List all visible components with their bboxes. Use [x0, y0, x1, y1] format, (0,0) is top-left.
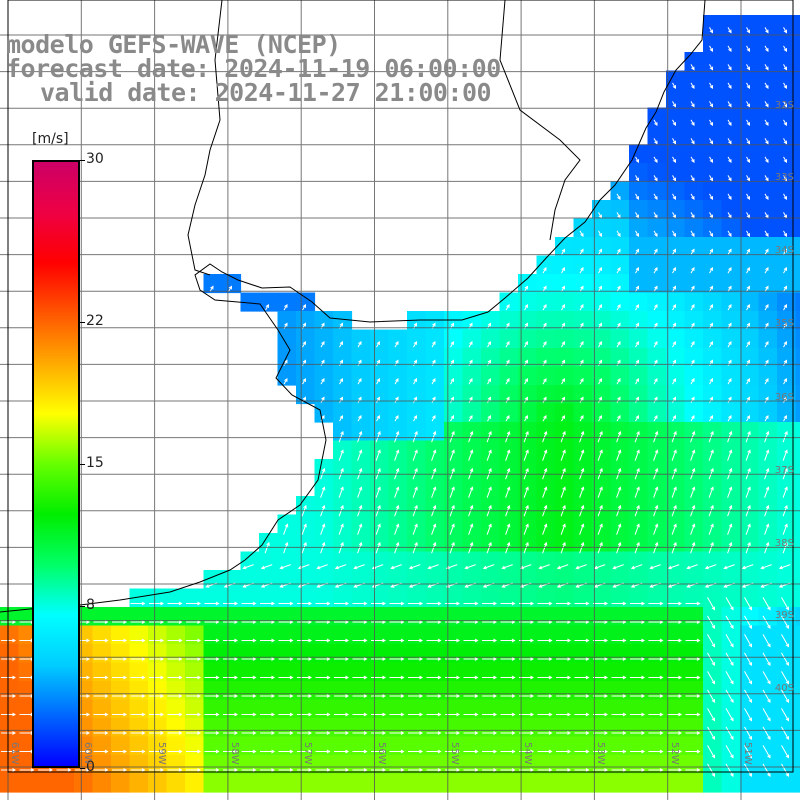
model-title: modelo GEFS-WAVE (NCEP) — [6, 30, 341, 59]
colorbar-tick-mark — [80, 605, 85, 607]
longitude-label: 57W — [302, 742, 314, 765]
latitude-label: 38S — [774, 538, 794, 549]
border-line — [499, 0, 581, 241]
coastline — [0, 0, 706, 613]
colorbar-tick-label: 0 — [86, 759, 95, 775]
valid-date: valid date: 2024-11-27 21:00:00 — [40, 78, 492, 107]
forecast-date: forecast date: 2024-11-19 06:00:00 — [6, 54, 501, 83]
colorbar-unit: [m/s] — [32, 131, 69, 147]
longitude-label: 59W — [155, 742, 167, 765]
map-frame — [7, 0, 794, 773]
latitude-label: 34S — [774, 245, 794, 256]
longitude-label: 54W — [522, 742, 534, 765]
latitude-label: 32S — [774, 100, 794, 111]
colorbar-tick-mark — [80, 768, 85, 769]
longitude-label: 53W — [595, 742, 607, 765]
colorbar-tick-mark — [80, 464, 85, 465]
colorbar-tick-mark — [80, 322, 85, 324]
colorbar-tick-label: 15 — [86, 455, 104, 471]
colorbar — [32, 160, 80, 768]
colorbar-tick-label: 22 — [86, 313, 104, 330]
colorbar-tick-mark — [80, 160, 85, 161]
latitude-label: 40S — [774, 683, 794, 694]
latitude-label: 33S — [774, 172, 794, 183]
longitude-label: 52W — [668, 742, 680, 765]
latitude-label: 36S — [774, 392, 794, 403]
longitude-label: 61W — [9, 742, 20, 765]
longitude-label: 60W — [82, 742, 94, 765]
colorbar-tick-label: 30 — [86, 151, 104, 167]
longitude-label: 58W — [228, 742, 240, 765]
latitude-label: 35S — [774, 318, 794, 329]
latitude-label: 37S — [774, 465, 794, 476]
longitude-label: 55W — [448, 742, 460, 765]
longitude-label: 56W — [375, 742, 387, 765]
colorbar-tick-label: 8 — [86, 596, 95, 613]
longitude-label: 51W — [742, 742, 753, 765]
latitude-label: 39S — [774, 610, 794, 621]
border-line — [187, 0, 223, 276]
wind-arrows — [1, 27, 791, 778]
